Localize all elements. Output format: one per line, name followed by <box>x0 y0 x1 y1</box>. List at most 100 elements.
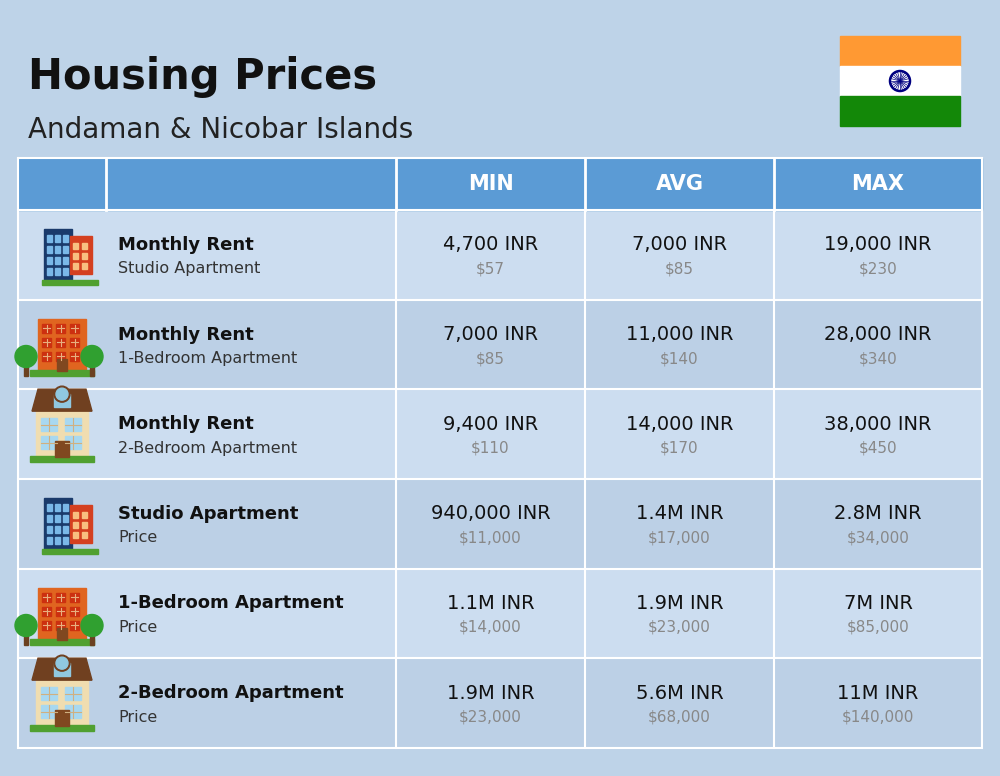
Text: 5.6M INR: 5.6M INR <box>636 684 723 702</box>
Text: 2-Bedroom Apartment: 2-Bedroom Apartment <box>118 684 344 702</box>
Text: 1.1M INR: 1.1M INR <box>447 594 534 613</box>
Bar <box>41 688 57 700</box>
Text: 11M INR: 11M INR <box>837 684 919 702</box>
Text: Monthly Rent: Monthly Rent <box>118 325 254 344</box>
Text: $17,000: $17,000 <box>648 530 711 546</box>
Text: 7,000 INR: 7,000 INR <box>443 325 538 344</box>
Text: 1-Bedroom Apartment: 1-Bedroom Apartment <box>118 351 297 366</box>
Text: $23,000: $23,000 <box>459 710 522 725</box>
Bar <box>65 418 81 431</box>
Text: $85: $85 <box>476 351 505 366</box>
Circle shape <box>56 388 68 400</box>
Text: $23,000: $23,000 <box>648 620 711 635</box>
Bar <box>38 318 86 370</box>
Bar <box>63 268 68 275</box>
Bar <box>70 352 79 361</box>
Text: 7M INR: 7M INR <box>844 594 912 613</box>
Bar <box>24 629 28 645</box>
Bar <box>55 526 60 533</box>
Polygon shape <box>32 658 92 681</box>
Bar <box>82 243 87 249</box>
Bar <box>65 705 81 718</box>
Text: MIN: MIN <box>468 174 513 194</box>
Bar <box>56 621 65 629</box>
Bar <box>36 681 88 726</box>
Bar <box>70 593 79 601</box>
Text: $110: $110 <box>471 441 510 456</box>
Text: $85: $85 <box>665 262 694 276</box>
Bar <box>73 521 78 528</box>
Text: $170: $170 <box>660 441 699 456</box>
Bar <box>38 587 86 639</box>
Bar <box>55 235 60 242</box>
Bar <box>70 324 79 332</box>
Bar <box>55 246 60 253</box>
Circle shape <box>54 386 70 402</box>
Bar <box>18 658 982 748</box>
Bar <box>82 253 87 259</box>
Text: 7,000 INR: 7,000 INR <box>632 235 727 255</box>
Circle shape <box>81 345 103 368</box>
Bar <box>55 710 69 726</box>
Bar <box>42 352 51 361</box>
Bar <box>47 514 52 521</box>
Text: 1.4M INR: 1.4M INR <box>636 504 723 523</box>
Bar <box>585 158 774 210</box>
Text: $14,000: $14,000 <box>459 620 522 635</box>
Bar <box>73 243 78 249</box>
Bar <box>18 569 982 658</box>
Bar <box>70 621 79 629</box>
Bar <box>106 158 396 210</box>
Bar <box>55 537 60 544</box>
Bar <box>55 514 60 521</box>
Circle shape <box>15 345 37 368</box>
Bar <box>42 280 98 285</box>
Bar <box>36 411 88 457</box>
Bar <box>41 418 57 431</box>
Bar <box>73 253 78 259</box>
Text: 2-Bedroom Apartment: 2-Bedroom Apartment <box>118 441 297 456</box>
Bar <box>54 663 70 676</box>
Text: $230: $230 <box>859 262 897 276</box>
Bar <box>30 639 94 645</box>
Text: 19,000 INR: 19,000 INR <box>824 235 932 255</box>
Text: 14,000 INR: 14,000 INR <box>626 414 733 434</box>
Text: 1.9M INR: 1.9M INR <box>636 594 723 613</box>
Bar <box>42 593 51 601</box>
Bar <box>840 66 960 96</box>
Bar <box>70 607 79 615</box>
Bar <box>55 504 60 511</box>
Bar <box>47 246 52 253</box>
Bar <box>56 593 65 601</box>
Bar <box>41 705 57 718</box>
Text: Studio Apartment: Studio Apartment <box>118 262 260 276</box>
Text: $57: $57 <box>476 262 505 276</box>
Bar <box>18 210 982 300</box>
Text: $140: $140 <box>660 351 699 366</box>
Bar <box>63 504 68 511</box>
Circle shape <box>56 657 68 669</box>
Text: Price: Price <box>118 620 157 635</box>
Text: AVG: AVG <box>656 174 704 194</box>
Bar <box>24 359 28 376</box>
Bar <box>63 537 68 544</box>
Bar <box>82 263 87 268</box>
Bar <box>82 512 87 518</box>
Text: $450: $450 <box>859 441 897 456</box>
Text: 2.8M INR: 2.8M INR <box>834 504 922 523</box>
Bar <box>63 246 68 253</box>
Bar <box>47 268 52 275</box>
Text: $140,000: $140,000 <box>842 710 914 725</box>
Text: Housing Prices: Housing Prices <box>28 56 377 98</box>
Bar <box>63 257 68 264</box>
Text: 4,700 INR: 4,700 INR <box>443 235 538 255</box>
Bar <box>41 436 57 449</box>
Bar <box>57 359 67 370</box>
Text: $85,000: $85,000 <box>847 620 909 635</box>
Bar <box>56 352 65 361</box>
Text: Price: Price <box>118 710 157 725</box>
Text: 11,000 INR: 11,000 INR <box>626 325 733 344</box>
Bar <box>65 436 81 449</box>
Bar <box>774 158 982 210</box>
Text: $34,000: $34,000 <box>847 530 909 546</box>
